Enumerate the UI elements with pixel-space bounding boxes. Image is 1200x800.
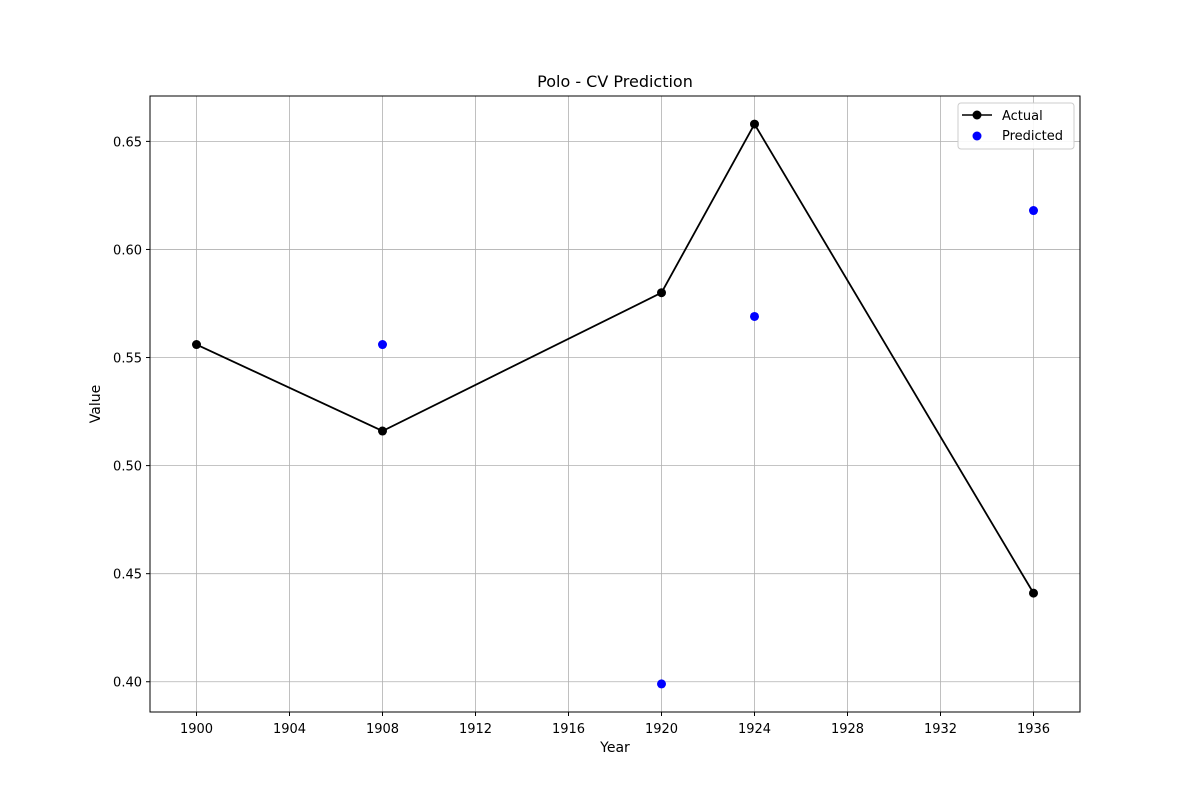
actual-point [192,340,201,350]
predicted-point [750,311,759,321]
grid [150,96,1080,712]
predicted-point [657,679,666,689]
legend-predicted-label: Predicted [1002,129,1063,144]
x-tick-label: 1932 [924,722,957,737]
x-tick-label: 1936 [1017,722,1050,737]
y-tick-label: 0.50 [113,460,142,475]
legend-predicted-marker [972,131,982,141]
predicted-point [378,340,387,350]
x-tick-label: 1928 [831,722,864,737]
actual-point [1029,588,1038,598]
actual-point [750,119,759,129]
y-tick-label: 0.55 [113,352,142,367]
predicted-point [1029,206,1038,216]
x-tick-label: 1908 [366,722,399,737]
actual-point [657,288,666,298]
y-tick-label: 0.40 [113,676,142,691]
x-axis-label: Year [599,740,630,756]
y-tick-label: 0.65 [113,135,142,150]
plot-frame [149,95,1081,713]
legend: Actual Predicted [957,102,1075,150]
y-tick-label: 0.45 [113,568,142,583]
legend-actual-label: Actual [1002,109,1043,124]
actual-point [378,426,387,436]
x-tick-label: 1924 [738,722,771,737]
y-axis: 0.40 0.45 0.50 0.55 0.60 0.65 [113,135,150,691]
x-tick-label: 1916 [552,722,585,737]
x-tick-label: 1920 [645,722,678,737]
x-tick-label: 1900 [180,722,213,737]
y-axis-label: Value [88,385,104,423]
legend-actual-marker [972,110,982,120]
chart-title: Polo - CV Prediction [537,72,693,91]
x-tick-label: 1912 [459,722,492,737]
x-axis: 1900 1904 1908 1912 1916 1920 1924 1928 1932 1936 [180,712,1050,737]
y-tick-label: 0.60 [113,243,142,258]
x-tick-label: 1904 [273,722,306,737]
series-layer [192,119,1038,689]
